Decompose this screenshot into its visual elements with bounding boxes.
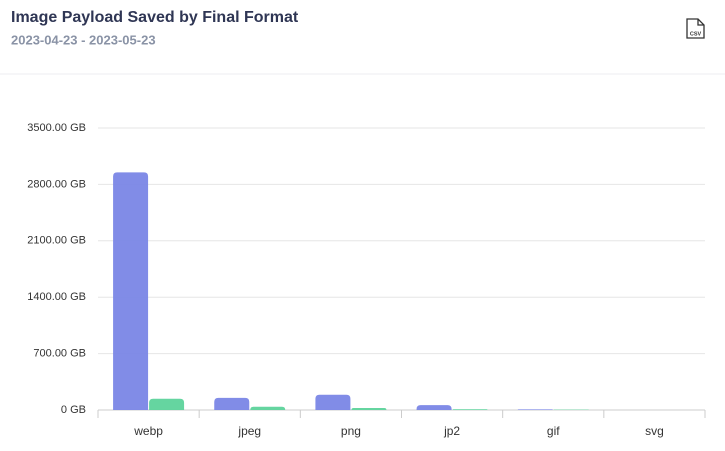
x-tick-label: svg xyxy=(645,424,664,438)
chart-title: Image Payload Saved by Final Format xyxy=(11,9,299,26)
y-tick-label: 2800.00 GB xyxy=(27,178,86,190)
chart-subtitle: 2023-04-23 - 2023-05-23 xyxy=(11,32,156,47)
bar xyxy=(315,395,350,410)
bar xyxy=(214,398,249,410)
x-tick-label: png xyxy=(341,424,361,438)
x-tick-label: webp xyxy=(133,424,163,438)
bar xyxy=(351,408,386,410)
y-tick-label: 700.00 GB xyxy=(33,348,86,360)
y-tick-label: 0 GB xyxy=(61,404,86,416)
bar xyxy=(453,409,488,410)
y-tick-label: 1400.00 GB xyxy=(27,291,86,303)
x-tick-label: jpeg xyxy=(237,424,261,438)
x-tick-label: gif xyxy=(547,424,560,438)
y-tick-label: 2100.00 GB xyxy=(27,235,86,247)
csv-button[interactable]: CSV xyxy=(687,19,704,38)
bar xyxy=(250,407,285,410)
csv-label[interactable]: CSV xyxy=(690,31,702,37)
y-tick-label: 3500.00 GB xyxy=(27,122,86,134)
bar xyxy=(113,172,148,410)
bar xyxy=(149,399,184,410)
bar xyxy=(417,405,452,410)
x-tick-label: jp2 xyxy=(443,424,460,438)
bar xyxy=(518,409,553,410)
